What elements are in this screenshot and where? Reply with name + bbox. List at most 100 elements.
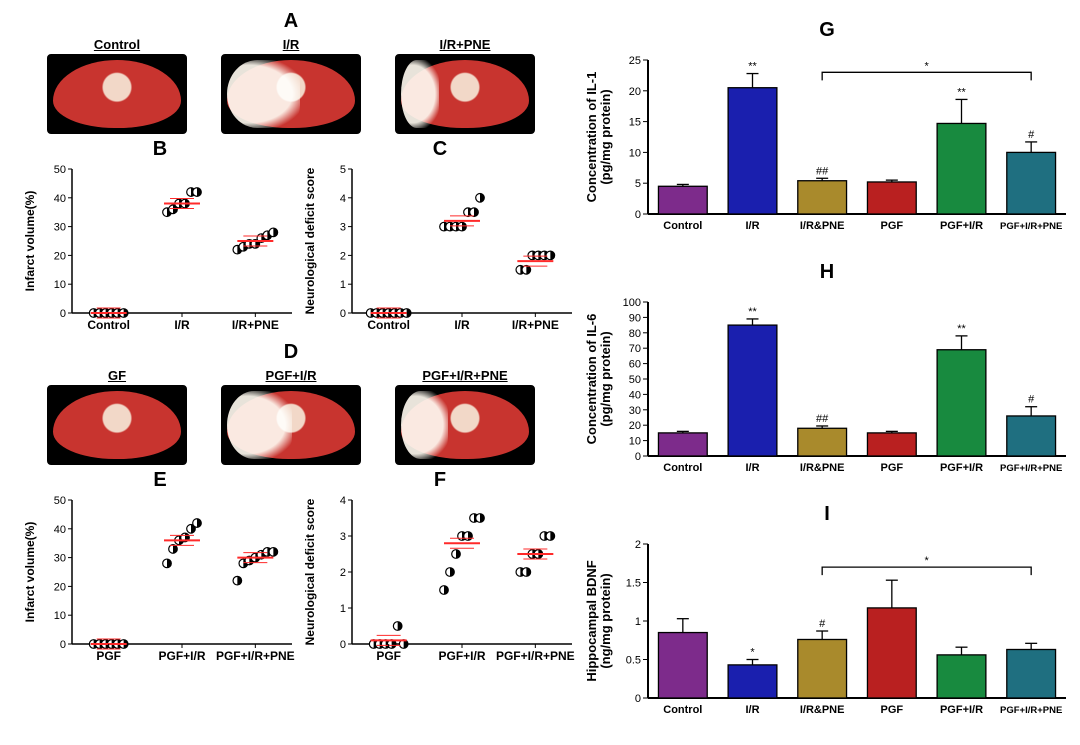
svg-text:50: 50 xyxy=(54,164,66,176)
svg-text:Control: Control xyxy=(87,318,130,332)
svg-text:Concentration of IL-1: Concentration of IL-1 xyxy=(584,72,599,203)
svg-text:Control: Control xyxy=(663,462,702,474)
brain-image xyxy=(47,54,187,134)
svg-text:4: 4 xyxy=(340,495,346,507)
svg-text:(pg/mg protein): (pg/mg protein) xyxy=(598,331,613,426)
svg-text:20: 20 xyxy=(54,250,66,262)
svg-text:**: ** xyxy=(748,306,757,318)
svg-text:20: 20 xyxy=(54,581,66,593)
left-column: A Control I/R I/R+PNE B 01020304050Infar… xyxy=(10,10,572,735)
panel-d-label: D xyxy=(10,341,572,364)
svg-text:Neurological deficit score: Neurological deficit score xyxy=(303,498,317,645)
svg-text:PGF: PGF xyxy=(376,649,401,663)
svg-text:PGF+I/R: PGF+I/R xyxy=(940,220,983,232)
svg-text:Control: Control xyxy=(367,318,410,332)
svg-text:I/R: I/R xyxy=(745,704,759,716)
svg-text:3: 3 xyxy=(340,531,346,543)
svg-text:Neurological deficit score: Neurological deficit score xyxy=(303,167,317,314)
panel-c-label: C xyxy=(433,138,447,161)
svg-text:2: 2 xyxy=(635,539,641,551)
svg-text:60: 60 xyxy=(629,359,641,371)
panel-d-brains: GF PGF+I/R PGF+I/R+PNE xyxy=(30,368,552,465)
panel-b-label: B xyxy=(153,138,167,161)
svg-text:I/R&PNE: I/R&PNE xyxy=(800,704,845,716)
svg-text:30: 30 xyxy=(629,405,641,417)
svg-text:PGF+I/R+PNE: PGF+I/R+PNE xyxy=(1000,463,1062,474)
svg-text:0: 0 xyxy=(340,308,346,320)
svg-text:PGF: PGF xyxy=(881,462,904,474)
brain-label: GF xyxy=(108,368,126,383)
svg-text:PGF+I/R: PGF+I/R xyxy=(438,649,485,663)
panel-g-chart: 0510152025Concentration of IL-1(pg/mg pr… xyxy=(582,42,1072,242)
svg-text:1.5: 1.5 xyxy=(626,577,641,589)
svg-text:30: 30 xyxy=(54,222,66,234)
panel-a-brains: Control I/R I/R+PNE xyxy=(30,37,552,134)
panel-h-wrap: H 0102030405060708090100Concentration of… xyxy=(582,261,1072,484)
svg-text:#: # xyxy=(1028,394,1035,406)
svg-text:10: 10 xyxy=(629,148,641,160)
svg-text:10: 10 xyxy=(629,436,641,448)
svg-text:##: ## xyxy=(816,166,829,178)
svg-text:PGF: PGF xyxy=(96,649,121,663)
panels-b-c: B 01020304050Infarct volume(%)ControlI/R… xyxy=(20,138,562,341)
panel-h-chart: 0102030405060708090100Concentration of I… xyxy=(582,284,1072,484)
svg-text:0: 0 xyxy=(340,639,346,651)
svg-text:PGF: PGF xyxy=(881,220,904,232)
brain-image xyxy=(395,54,535,134)
svg-text:40: 40 xyxy=(54,524,66,536)
svg-text:40: 40 xyxy=(54,193,66,205)
svg-text:I/R&PNE: I/R&PNE xyxy=(800,220,845,232)
svg-text:*: * xyxy=(750,646,755,658)
svg-text:PGF+I/R+PNE: PGF+I/R+PNE xyxy=(216,649,295,663)
svg-text:0: 0 xyxy=(60,308,66,320)
panel-c-chart: 012345Neurological deficit scoreControlI… xyxy=(300,161,580,341)
svg-text:PGF+I/R+PNE: PGF+I/R+PNE xyxy=(1000,705,1062,716)
svg-text:0: 0 xyxy=(60,639,66,651)
svg-text:PGF+I/R: PGF+I/R xyxy=(940,704,983,716)
brain-label: PGF+I/R+PNE xyxy=(422,368,507,383)
svg-text:10: 10 xyxy=(54,279,66,291)
svg-text:Concentration of IL-6: Concentration of IL-6 xyxy=(584,314,599,445)
brain-label: I/R+PNE xyxy=(440,37,491,52)
brain-cell: Control xyxy=(47,37,187,134)
brain-label: PGF+I/R xyxy=(266,368,317,383)
svg-text:2: 2 xyxy=(340,567,346,579)
svg-text:**: ** xyxy=(957,87,966,99)
svg-text:15: 15 xyxy=(629,117,641,129)
panel-g-wrap: G 0510152025Concentration of IL-1(pg/mg … xyxy=(582,19,1072,242)
svg-text:0: 0 xyxy=(635,693,641,705)
svg-text:(pg/mg protein): (pg/mg protein) xyxy=(598,90,613,185)
svg-text:I/R+PNE: I/R+PNE xyxy=(232,318,279,332)
brain-image xyxy=(47,385,187,465)
svg-text:PGF+I/R+PNE: PGF+I/R+PNE xyxy=(1000,221,1062,232)
svg-text:1: 1 xyxy=(340,279,346,291)
panels-e-f: E 01020304050Infarct volume(%)PGFPGF+I/R… xyxy=(20,469,562,672)
brain-cell: PGF+I/R+PNE xyxy=(395,368,535,465)
svg-text:Control: Control xyxy=(663,704,702,716)
svg-text:0: 0 xyxy=(635,209,641,221)
svg-text:5: 5 xyxy=(635,179,641,191)
svg-text:Hippocampal BDNF: Hippocampal BDNF xyxy=(584,560,599,681)
panel-i-wrap: I 00.511.52Hippocampal BDNF(ng/mg protei… xyxy=(582,503,1072,726)
svg-text:20: 20 xyxy=(629,86,641,98)
svg-text:PGF+I/R+PNE: PGF+I/R+PNE xyxy=(496,649,575,663)
svg-text:70: 70 xyxy=(629,343,641,355)
svg-text:2: 2 xyxy=(340,250,346,262)
brain-image xyxy=(221,54,361,134)
svg-text:Infarct volume(%): Infarct volume(%) xyxy=(23,522,37,623)
svg-text:(ng/mg protein): (ng/mg protein) xyxy=(598,573,613,668)
panel-e-label: E xyxy=(153,469,166,492)
panel-g-label: G xyxy=(582,19,1072,42)
svg-text:Control: Control xyxy=(663,220,702,232)
svg-text:0.5: 0.5 xyxy=(626,654,641,666)
brain-cell: GF xyxy=(47,368,187,465)
brain-image xyxy=(221,385,361,465)
svg-text:##: ## xyxy=(816,413,829,425)
brain-cell: I/R+PNE xyxy=(395,37,535,134)
svg-text:I/R: I/R xyxy=(745,220,759,232)
panel-e-chart: 01020304050Infarct volume(%)PGFPGF+I/RPG… xyxy=(20,492,300,672)
svg-text:#: # xyxy=(1028,129,1035,141)
brain-label: Control xyxy=(94,37,140,52)
panel-f-label: F xyxy=(434,469,446,492)
svg-text:**: ** xyxy=(748,61,757,73)
